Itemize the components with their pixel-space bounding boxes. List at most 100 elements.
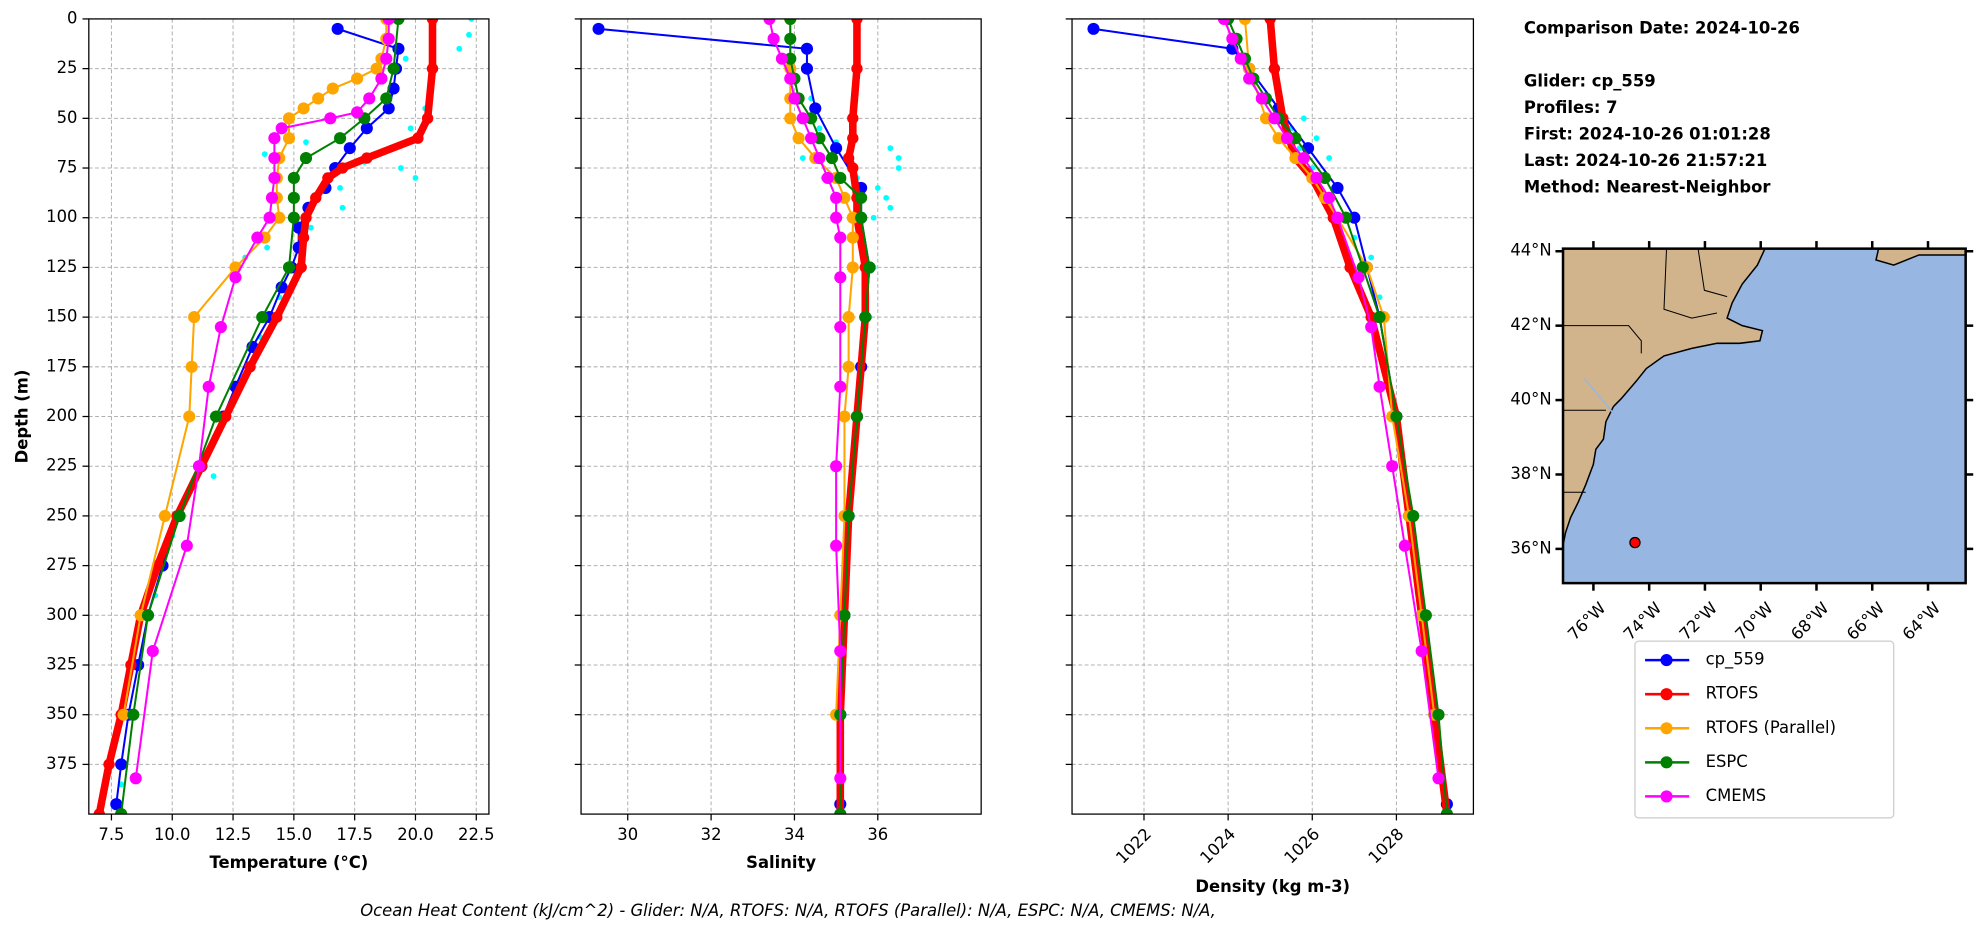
x-axis-label: Temperature (°C) — [209, 853, 368, 872]
x-tick-label: 36 — [867, 825, 888, 844]
x-tick-label: 12.5 — [215, 825, 252, 844]
profile-marker — [830, 460, 843, 473]
profile-marker — [1226, 32, 1239, 45]
profile-marker — [336, 162, 349, 174]
profile-marker — [103, 758, 115, 771]
profile-marker — [275, 281, 288, 294]
profile-marker — [847, 112, 859, 125]
profile-marker — [846, 261, 859, 274]
profile-marker — [251, 231, 264, 244]
info-line: Method: Nearest-Neighbor — [1524, 178, 1772, 197]
profile-marker — [183, 410, 196, 423]
raw-point — [468, 18, 475, 22]
y-tick-label: 100 — [46, 207, 77, 226]
profile-marker — [834, 808, 847, 815]
map-background — [1561, 247, 1967, 585]
axes-frame — [580, 18, 982, 815]
profile-marker — [784, 72, 797, 85]
river — [1583, 378, 1617, 455]
profile-marker — [93, 808, 105, 815]
profile-marker — [1255, 92, 1268, 105]
profile-marker — [214, 320, 227, 334]
profile-marker — [1373, 380, 1386, 393]
profile-marker — [387, 62, 400, 75]
raw-point — [799, 155, 806, 161]
legend-marker — [1660, 688, 1673, 701]
legend-label: RTOFS (Parallel) — [1706, 718, 1836, 737]
x-axis-label: Salinity — [746, 853, 816, 872]
x-tick-label: 30 — [617, 825, 638, 844]
profile-marker — [268, 132, 281, 145]
y-tick-label: 0 — [67, 8, 77, 27]
profile-marker — [1217, 18, 1230, 25]
profile-marker — [1415, 645, 1428, 658]
profile-marker — [838, 410, 851, 423]
lat-label: 40°N — [1510, 390, 1551, 409]
profile-marker — [842, 152, 855, 164]
profile-marker — [1386, 460, 1399, 473]
profile-marker — [846, 211, 859, 224]
profile-line — [1222, 18, 1440, 779]
raw-point — [1313, 135, 1320, 142]
profile-marker — [299, 152, 313, 165]
profile-marker — [1356, 261, 1369, 274]
profile-marker — [1259, 112, 1273, 125]
raw-point — [397, 165, 404, 171]
raw-point — [264, 244, 271, 251]
lat-label: 36°N — [1510, 538, 1551, 557]
border — [1563, 325, 1642, 354]
raw-point — [412, 175, 419, 181]
profile-marker — [1407, 509, 1420, 522]
profile-marker — [1272, 132, 1285, 145]
legend-label: ESPC — [1706, 752, 1748, 771]
x-tick-label: 22.5 — [458, 825, 495, 844]
profile-line — [120, 18, 400, 815]
profile-marker — [117, 708, 130, 721]
data — [93, 18, 475, 815]
y-tick-label: 225 — [46, 456, 77, 475]
profile-marker — [180, 539, 193, 552]
profile-marker — [380, 52, 393, 65]
profile-marker — [767, 32, 780, 45]
land — [1875, 248, 1966, 266]
lon-label: 64°W — [1899, 598, 1944, 643]
legend-marker — [1660, 790, 1673, 803]
profile-marker — [220, 410, 232, 423]
profile-marker — [788, 92, 801, 105]
profile-marker — [1348, 211, 1361, 224]
profile-marker — [830, 539, 843, 552]
info-line: Last: 2024-10-26 21:57:21 — [1524, 151, 1767, 170]
profile-marker — [800, 62, 814, 75]
profile-marker — [1268, 62, 1281, 75]
profile-marker — [268, 152, 281, 165]
raw-point — [1300, 115, 1307, 122]
y-tick-label: 300 — [46, 605, 77, 624]
profile-marker — [129, 772, 142, 785]
lon-label: 68°W — [1787, 598, 1832, 643]
profile-marker — [282, 261, 296, 274]
profile-marker — [1373, 311, 1386, 324]
profile-marker — [1331, 181, 1344, 194]
profile-marker — [287, 171, 300, 185]
profile-marker — [295, 261, 307, 274]
profile-marker — [173, 509, 186, 522]
profile-marker — [805, 132, 818, 145]
raw-point — [887, 204, 894, 211]
profile-marker — [838, 191, 851, 204]
profile-marker — [863, 261, 876, 274]
y-tick-label: 350 — [46, 704, 77, 723]
lon-label: 72°W — [1676, 598, 1721, 643]
raw-point — [307, 224, 314, 231]
lon-label: 70°W — [1731, 598, 1776, 643]
y-tick-label: 250 — [46, 505, 77, 524]
profile-marker — [834, 271, 847, 284]
profile-marker — [1365, 320, 1378, 334]
profile-marker — [834, 772, 847, 785]
profile-marker — [326, 82, 339, 95]
profile-marker — [275, 122, 288, 135]
profile-marker — [1280, 132, 1294, 145]
axes-frame — [1071, 18, 1475, 815]
profile-marker — [297, 102, 310, 115]
profile-marker — [312, 92, 325, 105]
